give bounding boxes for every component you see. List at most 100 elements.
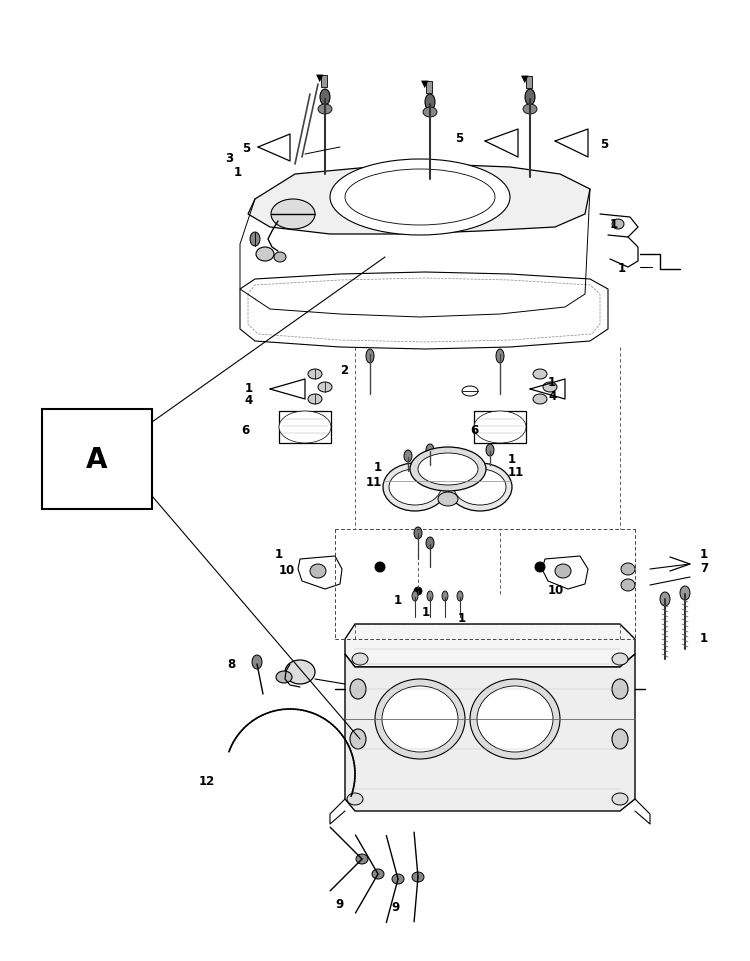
Ellipse shape (414, 528, 422, 539)
Ellipse shape (423, 108, 437, 118)
Ellipse shape (442, 591, 448, 602)
Ellipse shape (308, 395, 322, 405)
Text: 8: 8 (226, 658, 235, 671)
Bar (526, 77, 532, 89)
Polygon shape (298, 556, 342, 589)
Text: 6: 6 (242, 423, 250, 436)
Ellipse shape (372, 869, 384, 879)
Ellipse shape (454, 470, 506, 505)
Text: 2: 2 (340, 363, 348, 376)
Ellipse shape (462, 386, 478, 397)
Ellipse shape (310, 564, 326, 579)
Ellipse shape (352, 653, 368, 665)
Text: 7: 7 (700, 561, 708, 574)
Text: ▼: ▼ (521, 74, 529, 84)
Polygon shape (345, 625, 635, 667)
Text: 9: 9 (391, 900, 399, 914)
Ellipse shape (612, 729, 628, 750)
Ellipse shape (276, 672, 292, 683)
Text: 1: 1 (548, 376, 556, 389)
Text: 5: 5 (242, 141, 250, 155)
Text: 6: 6 (470, 423, 478, 436)
Ellipse shape (612, 653, 628, 665)
Ellipse shape (308, 370, 322, 380)
Bar (474, 411, 526, 444)
Ellipse shape (621, 563, 635, 576)
Text: 1: 1 (422, 604, 430, 618)
Text: 1: 1 (274, 548, 283, 561)
Text: 5: 5 (455, 132, 464, 144)
Ellipse shape (418, 454, 478, 485)
Text: 1: 1 (374, 461, 382, 474)
Text: 1: 1 (244, 382, 253, 394)
Ellipse shape (410, 448, 486, 491)
Text: 1: 1 (700, 548, 708, 561)
Polygon shape (248, 165, 590, 234)
Ellipse shape (392, 875, 404, 884)
Bar (279, 411, 331, 444)
Text: 4: 4 (548, 389, 556, 402)
Ellipse shape (486, 445, 494, 456)
Ellipse shape (252, 655, 262, 669)
Text: 10: 10 (548, 583, 564, 596)
Text: ▼: ▼ (422, 79, 429, 89)
Text: 1: 1 (394, 593, 402, 605)
Ellipse shape (274, 253, 286, 262)
Ellipse shape (382, 686, 458, 752)
Ellipse shape (256, 248, 274, 261)
Ellipse shape (474, 411, 526, 444)
Ellipse shape (404, 451, 412, 462)
Bar (42, 409, 152, 509)
Bar (426, 82, 432, 94)
Ellipse shape (330, 160, 510, 235)
Text: 1: 1 (610, 218, 618, 232)
Text: 11: 11 (508, 466, 524, 479)
Bar (321, 76, 327, 87)
Ellipse shape (425, 95, 435, 111)
Ellipse shape (457, 591, 463, 602)
Ellipse shape (347, 793, 363, 805)
Ellipse shape (525, 90, 535, 106)
Ellipse shape (496, 350, 504, 363)
Text: 4: 4 (244, 393, 253, 407)
Text: 1: 1 (508, 453, 516, 466)
Text: ▼: ▼ (316, 73, 324, 83)
Text: 5: 5 (600, 138, 608, 151)
Ellipse shape (412, 872, 424, 882)
Ellipse shape (279, 411, 331, 444)
Ellipse shape (356, 854, 368, 864)
Ellipse shape (320, 90, 330, 106)
Ellipse shape (414, 587, 422, 596)
Ellipse shape (535, 562, 545, 573)
Text: 11: 11 (366, 476, 382, 489)
Ellipse shape (350, 679, 366, 700)
Text: 1: 1 (458, 611, 466, 624)
Polygon shape (345, 654, 635, 811)
Ellipse shape (470, 679, 560, 759)
Ellipse shape (543, 382, 557, 393)
Text: 9: 9 (336, 898, 344, 911)
Ellipse shape (612, 679, 628, 700)
Ellipse shape (477, 686, 553, 752)
Ellipse shape (426, 445, 434, 456)
Ellipse shape (660, 592, 670, 606)
Text: 10: 10 (279, 563, 295, 576)
Ellipse shape (533, 395, 547, 405)
Ellipse shape (375, 679, 465, 759)
Ellipse shape (389, 470, 441, 505)
Ellipse shape (448, 463, 512, 511)
Text: 1: 1 (700, 630, 708, 644)
Text: 12: 12 (199, 775, 215, 788)
Polygon shape (542, 556, 588, 589)
Ellipse shape (427, 591, 433, 602)
Ellipse shape (555, 564, 571, 579)
Ellipse shape (383, 463, 447, 511)
Text: A: A (86, 446, 108, 474)
Ellipse shape (412, 591, 418, 602)
Text: 1: 1 (234, 165, 242, 179)
Ellipse shape (345, 170, 495, 226)
Ellipse shape (250, 233, 260, 247)
Ellipse shape (271, 200, 315, 230)
Ellipse shape (621, 579, 635, 591)
Ellipse shape (426, 537, 434, 550)
